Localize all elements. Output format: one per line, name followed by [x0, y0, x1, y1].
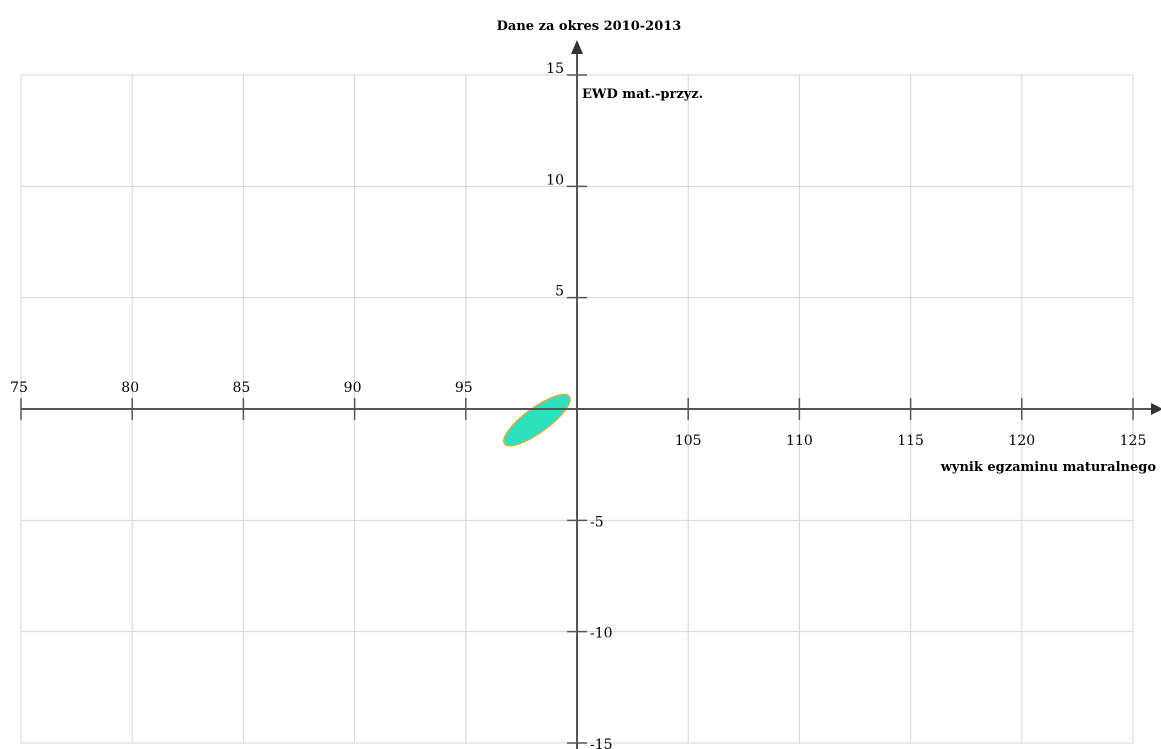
- y-tick-label: 15: [546, 61, 564, 77]
- x-tick-label: 110: [786, 433, 813, 449]
- y-axis-arrow-icon: [571, 40, 583, 54]
- data-region-ellipse: [503, 393, 571, 447]
- y-axis-title: EWD mat.-przyz.: [582, 87, 703, 102]
- data-region-layer: [503, 393, 571, 447]
- x-axis-title: wynik egzaminu maturalnego: [940, 460, 1157, 475]
- y-tick-label: 10: [546, 172, 564, 188]
- x-tick-label: 115: [897, 433, 924, 449]
- x-tick-label: 85: [232, 380, 250, 396]
- x-tick-label: 80: [121, 380, 139, 396]
- y-tick-label: -10: [590, 626, 613, 642]
- y-tick-label: 5: [555, 284, 564, 300]
- x-tick-label: 120: [1008, 433, 1035, 449]
- x-tick-label: 90: [344, 380, 362, 396]
- x-tick-label: 95: [455, 380, 473, 396]
- x-axis-arrow-icon: [1151, 403, 1161, 415]
- chart-title: Dane za okres 2010-2013: [497, 19, 682, 34]
- x-tick-label: 105: [675, 433, 702, 449]
- x-tick-label: 75: [10, 380, 28, 396]
- axes: [20, 40, 1161, 749]
- x-tick-label: 125: [1120, 433, 1147, 449]
- y-tick-label: -15: [590, 737, 613, 749]
- y-tick-label: -5: [590, 514, 604, 530]
